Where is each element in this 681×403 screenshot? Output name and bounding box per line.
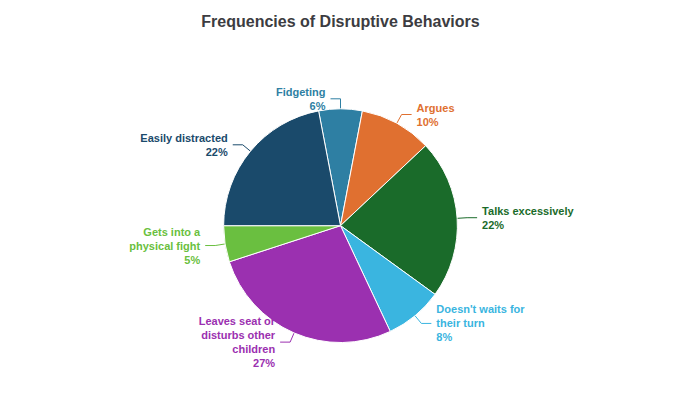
svg-text:disturbs other: disturbs other: [201, 329, 276, 341]
svg-text:Leaves seat or: Leaves seat or: [199, 315, 276, 327]
svg-text:Gets into a: Gets into a: [143, 226, 201, 238]
svg-text:children: children: [232, 343, 275, 355]
svg-text:22%: 22%: [482, 219, 504, 231]
svg-text:22%: 22%: [206, 146, 228, 158]
svg-text:10%: 10%: [417, 116, 439, 128]
svg-text:Easily distracted: Easily distracted: [140, 132, 227, 144]
svg-text:8%: 8%: [436, 331, 452, 343]
svg-text:27%: 27%: [253, 357, 275, 369]
svg-text:5%: 5%: [184, 254, 200, 266]
svg-text:Doesn't waits for: Doesn't waits for: [436, 303, 525, 315]
svg-text:6%: 6%: [310, 100, 326, 112]
svg-text:Fidgeting: Fidgeting: [276, 86, 326, 98]
svg-text:Argues: Argues: [417, 102, 455, 114]
svg-text:physical fight: physical fight: [129, 240, 200, 252]
svg-text:their turn: their turn: [436, 317, 485, 329]
svg-text:Talks excessively: Talks excessively: [482, 205, 574, 217]
svg-text:Frequencies of Disruptive Beha: Frequencies of Disruptive Behaviors: [201, 13, 479, 30]
